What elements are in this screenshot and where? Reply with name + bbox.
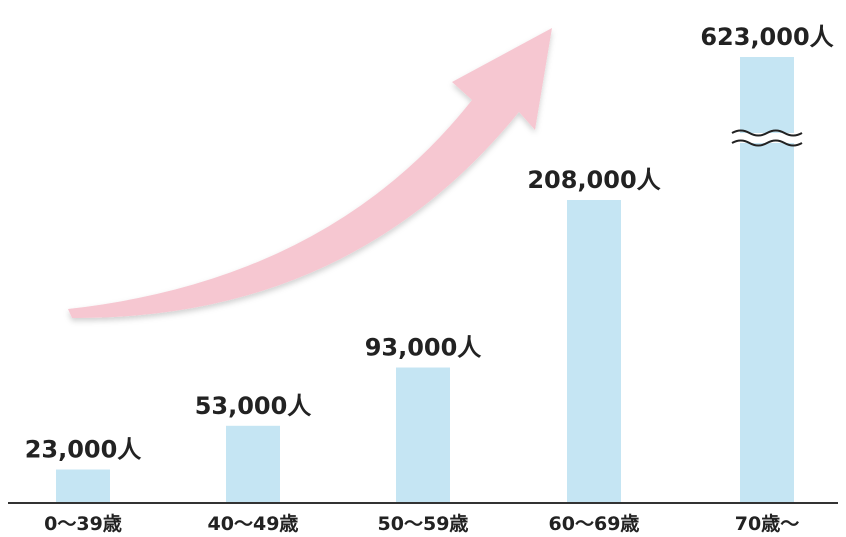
bar-data-label: 208,000人: [527, 166, 660, 194]
growth-arrow-icon: [68, 28, 552, 319]
data-labels: 23,000人 53,000人 93,000人 208,000人 623,000人: [25, 23, 834, 463]
axis-break-wave: [731, 129, 803, 137]
axis-break-gap: [732, 133, 802, 143]
bar-data-label: 93,000人: [365, 334, 482, 362]
axis-break-wave: [731, 139, 803, 147]
bar: [567, 200, 621, 503]
x-tick-label: 60〜69歳: [549, 513, 640, 535]
bar: [226, 425, 280, 503]
bar: [740, 57, 794, 503]
axis-break-icon: [731, 129, 803, 147]
bar-data-label: 623,000人: [700, 23, 833, 51]
bars: [56, 57, 794, 503]
bar-data-label: 23,000人: [25, 435, 142, 463]
x-tick-label: 0〜39歳: [44, 513, 122, 535]
bar-data-label: 53,000人: [195, 392, 312, 420]
x-tick-label: 50〜59歳: [378, 513, 469, 535]
x-tick-label: 70歳〜: [735, 513, 799, 535]
bar: [396, 367, 450, 503]
x-tick-labels: 0〜39歳 40〜49歳 50〜59歳 60〜69歳 70歳〜: [44, 513, 799, 535]
axis-breaks: [731, 129, 803, 147]
x-tick-label: 40〜49歳: [208, 513, 299, 535]
bar: [56, 469, 110, 503]
